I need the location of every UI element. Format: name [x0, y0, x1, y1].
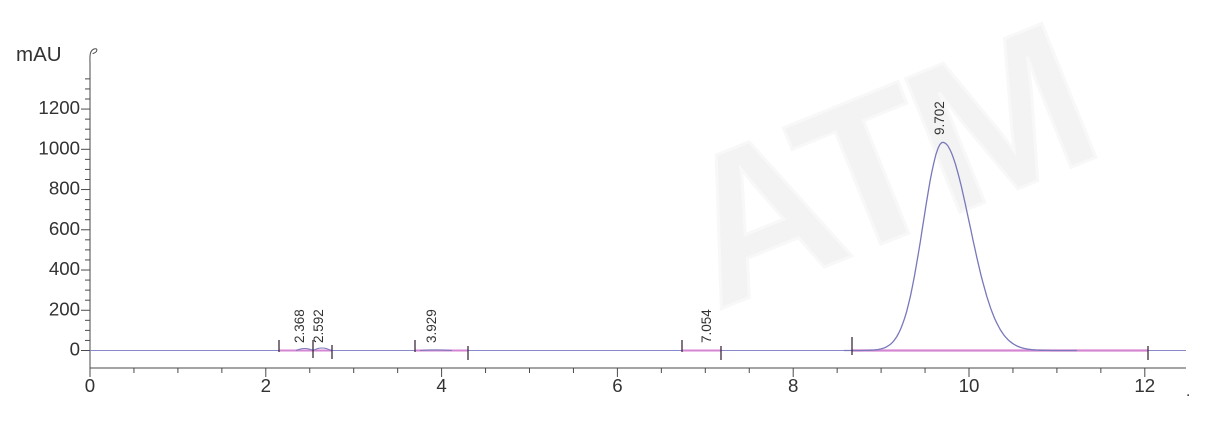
svg-text:9.702: 9.702	[932, 101, 947, 135]
svg-text:6: 6	[612, 375, 622, 396]
svg-text:1200: 1200	[38, 97, 80, 118]
svg-text:2.592: 2.592	[311, 309, 326, 343]
svg-text:8: 8	[788, 375, 798, 396]
svg-text:mAU: mAU	[16, 43, 62, 66]
svg-text:10: 10	[959, 375, 980, 396]
svg-text:800: 800	[49, 178, 80, 199]
svg-text:12: 12	[1134, 375, 1155, 396]
svg-text:200: 200	[49, 298, 80, 319]
svg-text:0: 0	[70, 339, 80, 360]
svg-text:2: 2	[261, 375, 271, 396]
svg-text:7.054: 7.054	[699, 309, 714, 343]
svg-text:4: 4	[436, 375, 446, 396]
svg-text:ATM: ATM	[645, 0, 1118, 352]
svg-text:1000: 1000	[38, 137, 80, 158]
svg-text:400: 400	[49, 258, 80, 279]
svg-text:3.929: 3.929	[424, 309, 439, 343]
svg-text:600: 600	[49, 218, 80, 239]
svg-text:0: 0	[85, 375, 95, 396]
svg-text:.: .	[1186, 383, 1190, 400]
svg-text:2.368: 2.368	[292, 309, 307, 343]
